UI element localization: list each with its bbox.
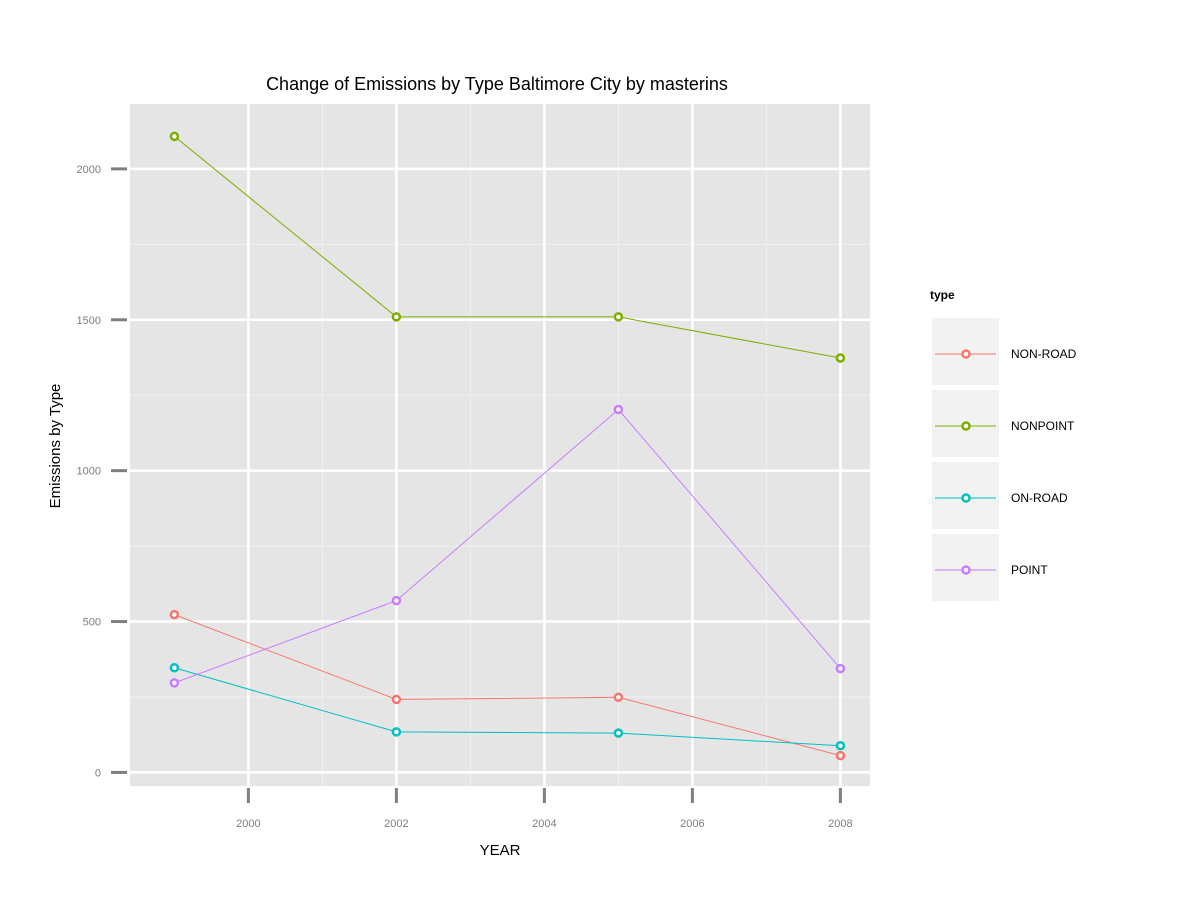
legend-key-point (961, 565, 971, 575)
data-point-on-road (835, 741, 846, 751)
legend-label-nonpoint: NONPOINT (1011, 419, 1075, 433)
data-point-point (391, 595, 402, 606)
series-line-on-road (174, 667, 841, 747)
data-point-point (835, 663, 846, 674)
data-point-nonpoint (613, 312, 624, 322)
x-tick-label: 2006 (680, 818, 704, 830)
y-tick-label: 2000 (77, 164, 101, 176)
data-point-nonpoint (391, 312, 402, 322)
legend-label-non-road: NON-ROAD (1011, 347, 1077, 361)
y-tick-label: 500 (83, 617, 101, 629)
data-point-on-road (391, 727, 402, 737)
legend-label-on-road: ON-ROAD (1011, 491, 1068, 505)
series-line-non-road (174, 614, 841, 757)
legend-label-point: POINT (1011, 563, 1048, 577)
series-line-point (174, 408, 841, 684)
data-point-nonpoint (169, 131, 180, 142)
legend: type NON-ROAD NONPOINT ON-ROAD POINT (930, 288, 1077, 601)
data-point-on-road (613, 728, 624, 738)
data-point-non-road (169, 609, 180, 620)
x-tick-label: 2004 (532, 818, 556, 830)
chart-title: Change of Emissions by Type Baltimore Ci… (266, 74, 728, 94)
data-point-nonpoint (835, 353, 846, 363)
y-tick-label: 0 (95, 767, 101, 779)
y-tick-label: 1000 (77, 466, 101, 478)
legend-key-point (961, 421, 971, 431)
series-line-nonpoint (174, 136, 841, 359)
x-tick-label: 2002 (384, 818, 408, 830)
data-point-non-road (613, 692, 624, 703)
y-axis-title: Emissions by Type (47, 384, 64, 509)
data-point-non-road (391, 694, 402, 705)
axes: 2000 2002 2004 2006 2008 0 500 1000 1500 2000 (77, 164, 853, 830)
data-point-point (613, 404, 624, 415)
y-tick-label: 1500 (77, 315, 101, 327)
legend-key-point (961, 349, 971, 359)
legend-title: type (930, 288, 955, 302)
x-axis-title: YEAR (480, 842, 521, 859)
legend-key-point (961, 493, 971, 503)
x-tick-label: 2008 (828, 818, 852, 830)
x-tick-label: 2000 (236, 818, 260, 830)
data-point-non-road (835, 750, 846, 761)
plot-panel (130, 104, 870, 786)
data-point-on-road (169, 663, 180, 673)
series-lines (169, 131, 846, 761)
data-point-point (169, 678, 180, 688)
